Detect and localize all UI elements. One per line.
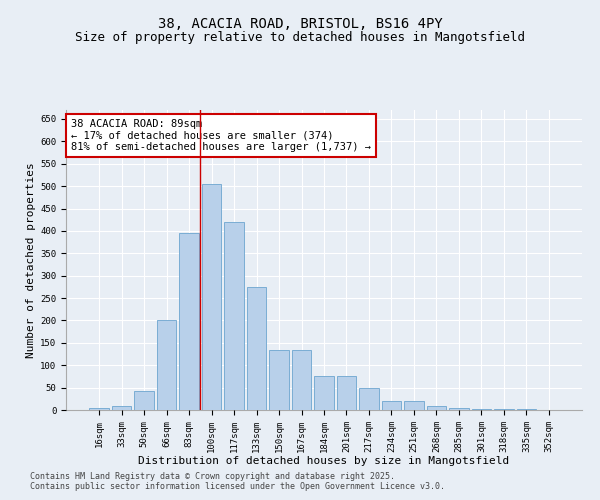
Bar (517, 409, 536, 410)
Bar (472, 408, 491, 410)
Bar (179, 233, 199, 410)
Text: 38, ACACIA ROAD, BRISTOL, BS16 4PY: 38, ACACIA ROAD, BRISTOL, BS16 4PY (158, 18, 442, 32)
Bar (202, 184, 221, 410)
Bar (112, 406, 131, 410)
Bar (314, 376, 334, 410)
Bar (157, 320, 176, 410)
Text: Size of property relative to detached houses in Mangotsfield: Size of property relative to detached ho… (75, 31, 525, 44)
Bar (404, 401, 424, 410)
Bar (427, 406, 446, 410)
Bar (292, 350, 311, 410)
Text: Contains HM Land Registry data © Crown copyright and database right 2025.: Contains HM Land Registry data © Crown c… (30, 472, 395, 481)
Bar (449, 408, 469, 410)
Bar (359, 388, 379, 410)
Bar (247, 287, 266, 410)
Text: 38 ACACIA ROAD: 89sqm
← 17% of detached houses are smaller (374)
81% of semi-det: 38 ACACIA ROAD: 89sqm ← 17% of detached … (71, 119, 371, 152)
Bar (337, 376, 356, 410)
Bar (89, 408, 109, 410)
X-axis label: Distribution of detached houses by size in Mangotsfield: Distribution of detached houses by size … (139, 456, 509, 466)
Bar (269, 350, 289, 410)
Bar (494, 408, 514, 410)
Bar (134, 390, 154, 410)
Text: Contains public sector information licensed under the Open Government Licence v3: Contains public sector information licen… (30, 482, 445, 491)
Y-axis label: Number of detached properties: Number of detached properties (26, 162, 36, 358)
Bar (224, 222, 244, 410)
Bar (382, 401, 401, 410)
